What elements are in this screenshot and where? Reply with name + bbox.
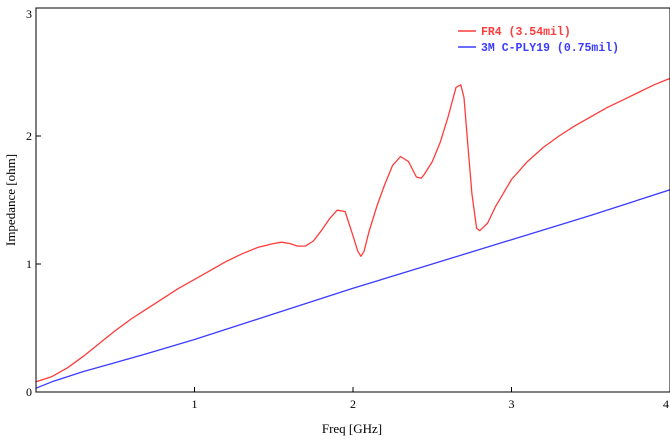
series-line-1 — [35, 189, 670, 389]
x-tick-label: 2 — [350, 397, 356, 411]
y-tick-label: 3 — [26, 7, 32, 21]
y-axis-label: Impedance [ohm] — [3, 154, 18, 246]
x-axis-label: Freq [GHz] — [322, 421, 382, 436]
series-line-0 — [35, 77, 670, 383]
legend: FR4 (3.54mil) 3M C-PLY19 (0.75mil) — [458, 26, 619, 55]
y-tick-label: 1 — [26, 257, 32, 271]
y-tick-label: 2 — [26, 129, 32, 143]
series-lines — [35, 77, 670, 389]
plot-frame — [35, 7, 670, 393]
x-tick-label: 3 — [509, 397, 515, 411]
x-tick-label: 4 — [663, 397, 669, 411]
legend-label-1: 3M C-PLY19 (0.75mil) — [481, 42, 619, 55]
legend-label-0: FR4 (3.54mil) — [481, 26, 571, 39]
x-tick-label: 1 — [192, 397, 198, 411]
y-tick-label: 0 — [26, 385, 32, 399]
